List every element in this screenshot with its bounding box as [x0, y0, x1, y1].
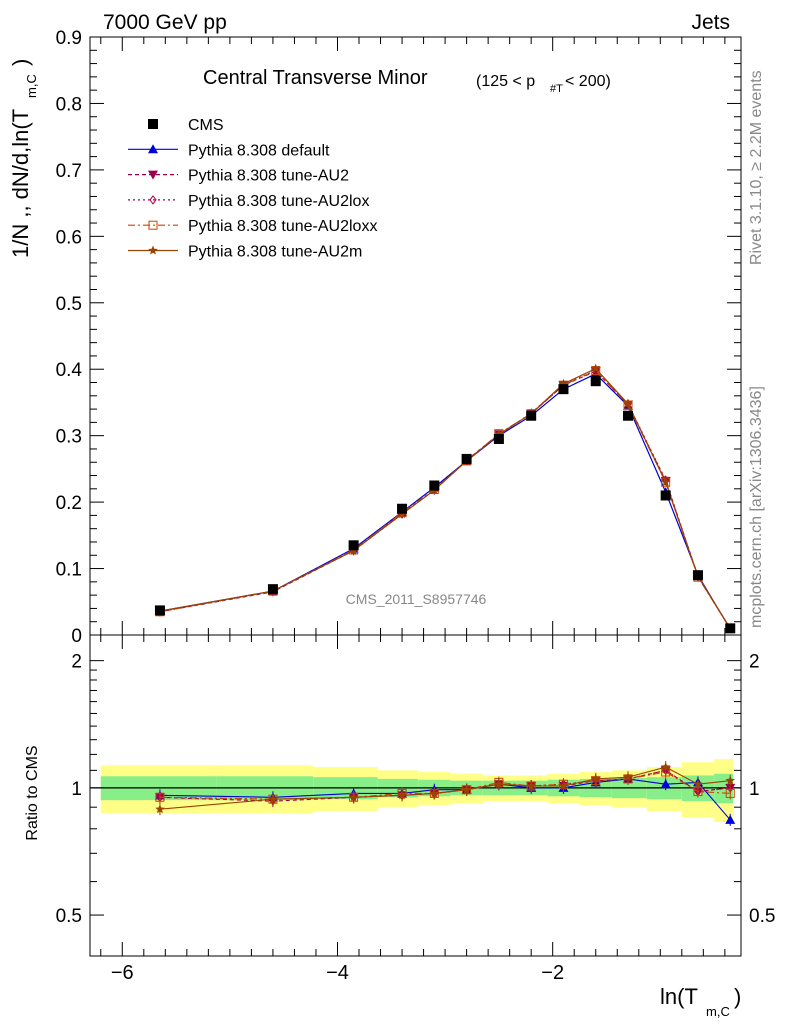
point-AU2m	[623, 398, 633, 408]
ratio-point-AU2m	[526, 781, 536, 791]
ratio-point-AU2m	[623, 772, 633, 782]
point-CMS	[397, 503, 408, 514]
point-CMS	[623, 410, 634, 421]
ratio-frame	[89, 634, 742, 957]
series-line-AU2loxx	[159, 369, 731, 629]
header-right: Jets	[691, 11, 730, 34]
point-CMS	[267, 584, 278, 595]
ratio-point-AU2m	[591, 773, 601, 783]
point-CMS	[154, 605, 165, 616]
ratio-point-AU2m	[660, 762, 671, 772]
y-tick-label: 0.6	[56, 227, 82, 248]
point-AU2m	[591, 363, 601, 373]
legend-marker-CMS	[148, 119, 158, 129]
rivet-label: Rivet 3.1.10, ≥ 2.2M events	[748, 70, 765, 265]
title-cut-sub: #T	[550, 83, 563, 95]
ratio-point-AU2m	[461, 784, 472, 794]
ratio-y-tick-label: 0.5	[56, 906, 82, 927]
title-cut-close: < 200)	[565, 73, 611, 90]
y-tick-label: 0.1	[56, 560, 82, 581]
y-tick-label: 0	[71, 626, 82, 647]
point-AU2m	[558, 378, 569, 388]
point-CMS	[725, 623, 736, 634]
main-panel: 0 0.1 0.2 0.3 0.4 0.5 0.6 0.7 0.8 0.9	[56, 28, 741, 647]
point-CMS	[660, 490, 671, 501]
legend-label-AU2lox: Pythia 8.308 tune-AU2lox	[188, 193, 369, 210]
x-tick-label: −2	[541, 962, 564, 984]
legend-marker-AU2	[148, 170, 158, 180]
legend-label-CMS: CMS	[188, 117, 224, 134]
ratio-point-AU2m	[348, 792, 359, 802]
point-CMS	[461, 453, 472, 464]
point-CMS	[692, 570, 703, 581]
ratio-y-tick-label-right: 1	[749, 779, 760, 800]
y-tick-label: 0.4	[56, 360, 83, 381]
series-line-AU2lox	[159, 369, 731, 629]
ratio-point-AU2m	[429, 788, 440, 798]
ratio-point-default	[660, 779, 671, 789]
ratio-line-default	[159, 778, 731, 821]
ratio-point-AU2m	[558, 781, 569, 791]
ratio-point-AU2m	[268, 794, 278, 804]
x-axis-label-sub: m,C	[706, 1004, 730, 1019]
ratio-point-AU2m	[725, 775, 735, 785]
ratio-y-tick-label: 2	[71, 652, 82, 673]
point-CMS	[590, 376, 601, 387]
ratio-point-default	[725, 814, 736, 824]
ratio-point-AU2m	[693, 779, 703, 789]
ratio-point-AU2m	[155, 804, 165, 814]
legend-label-default: Pythia 8.308 default	[188, 142, 330, 159]
main-y-label-sub: m,C	[24, 74, 39, 98]
legend-marker-AU2lox	[149, 195, 157, 205]
ratio-y-tick-label-right: 2	[749, 652, 760, 673]
ratio-point-AU2m	[397, 790, 407, 800]
y-tick-label: 0.2	[56, 493, 82, 514]
point-CMS	[558, 384, 569, 395]
main-y-label-text: 1/N ,, dN/d,ln(T	[8, 109, 33, 258]
ratio-y-axis-label: Ratio to CMS	[24, 745, 41, 840]
legend-label-AU2m: Pythia 8.308 tune-AU2m	[188, 244, 362, 261]
legend-label-AU2loxx: Pythia 8.308 tune-AU2loxx	[188, 218, 377, 235]
ratio-y-tick-label: 1	[71, 779, 82, 800]
series-line-default	[159, 373, 731, 630]
legend-marker-default	[148, 144, 158, 154]
point-CMS	[526, 410, 537, 421]
ratio-point-AU2loxx	[725, 788, 735, 798]
x-axis-label: ln(T	[660, 984, 698, 1009]
point-CMS	[429, 480, 440, 491]
legend-label-AU2: Pythia 8.308 tune-AU2	[188, 168, 349, 185]
ratio-point-AU2loxx	[155, 792, 165, 802]
main-y-label-close: )	[8, 59, 33, 66]
x-axis-label-close: )	[734, 984, 741, 1009]
plot-title: Central Transverse Minor	[203, 67, 428, 89]
y-tick-label: 0.5	[56, 294, 82, 315]
point-CMS	[348, 540, 359, 551]
y-tick-label: 0.3	[56, 427, 82, 448]
legend: CMS Pythia 8.308 default Pythia 8.308 tune…	[128, 117, 377, 261]
ratio-point-AU2m	[494, 779, 504, 789]
x-tick-label: −6	[111, 962, 134, 984]
header-left: 7000 GeV pp	[103, 11, 227, 34]
series-line-AU2m	[159, 367, 731, 629]
ratio-line-AU2m	[159, 766, 731, 810]
legend-marker-AU2m	[148, 245, 158, 255]
mcplots-label: mcplots.cern.ch [arXiv:1306.3436]	[748, 386, 765, 628]
y-tick-label: 0.7	[56, 161, 82, 182]
series-line-AU2	[159, 370, 731, 629]
legend-marker-AU2loxx	[148, 220, 158, 230]
y-tick-label: 0.8	[56, 94, 82, 115]
title-cut-open: (125 < p	[476, 73, 535, 90]
x-tick-label: −4	[326, 962, 349, 984]
analysis-watermark: CMS_2011_S8957746	[346, 591, 487, 607]
point-CMS	[493, 433, 504, 444]
main-y-axis-label: 1/N ,, dN/d,ln(T m,C )	[8, 59, 39, 258]
point-AU2m	[660, 477, 671, 487]
ratio-panel: 0.5 0.5 1 1 2 2 −6 −4 −2	[56, 635, 775, 984]
y-tick-label: 0.9	[56, 28, 82, 49]
ratio-y-tick-label-right: 0.5	[749, 906, 775, 927]
